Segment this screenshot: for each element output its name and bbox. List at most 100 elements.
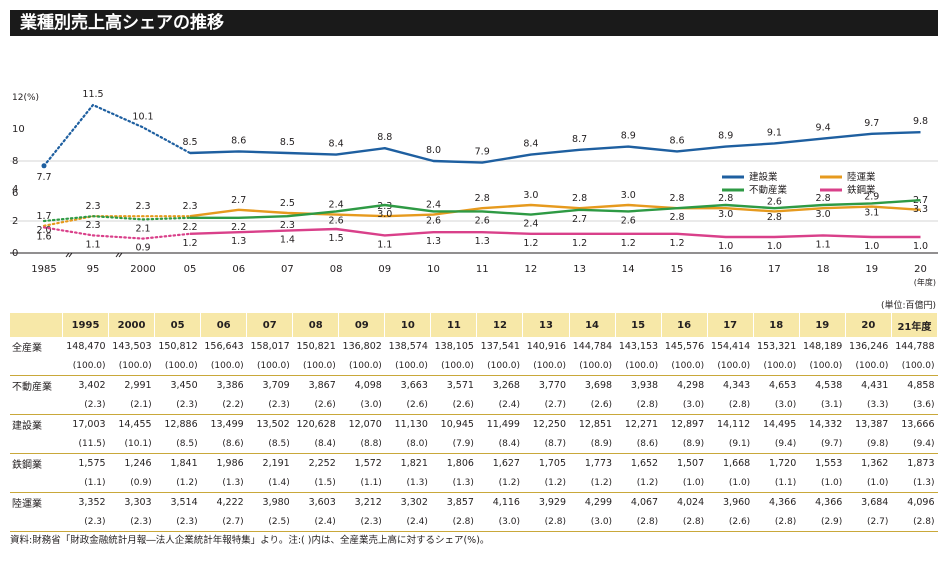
table-cell: 3,603 <box>308 497 336 508</box>
data-label: 8.9 <box>718 131 733 142</box>
table-corner <box>10 313 63 337</box>
table-cell: 4,096 <box>907 497 935 508</box>
table-header-year: 08 <box>292 313 340 337</box>
table-header-year: 06 <box>200 313 248 337</box>
data-label: 2.3 <box>135 201 150 212</box>
table-cell: 3,698 <box>584 380 613 391</box>
table-header-row: 1995 2000 05 06 07 08 09 10 11 12 13 14 15 16 17 18 19 20… <box>10 313 939 337</box>
series-line <box>190 199 921 219</box>
table-cell-share: (3.1) <box>799 395 846 415</box>
data-label: 1.5 <box>329 233 344 244</box>
table-cell: 120,628 <box>296 419 336 430</box>
legend-label: 陸運業 <box>847 171 876 183</box>
table-cell: 12,897 <box>670 419 705 430</box>
table-header-year: 14 <box>569 313 616 337</box>
data-label: 1.2 <box>669 238 684 249</box>
data-label: 2.0 <box>36 225 51 236</box>
row-label-empty <box>10 356 63 376</box>
table-cell: 3,268 <box>492 380 520 391</box>
y-unit-label: 12(%) <box>12 93 39 103</box>
table-cell-share: (1.2) <box>615 473 662 493</box>
table-cell: 14,455 <box>118 419 152 430</box>
data-label: 2.8 <box>572 193 587 204</box>
table-cell: 4,116 <box>492 497 520 508</box>
table-cell: 138,105 <box>434 341 474 352</box>
table-cell: 12,886 <box>164 419 198 430</box>
chart-title: 業種別売上高シェアの推移 <box>10 10 938 36</box>
data-label: 8.6 <box>669 135 684 146</box>
data-label: 2.7 <box>572 214 587 225</box>
table-cell-share: (9.4) <box>753 434 800 454</box>
series-dotted-line <box>42 226 192 240</box>
table-row-share: (1.1) (0.9) (1.2) (1.3) (1.4) (1.5) (1.1) (1.3)… <box>10 473 938 493</box>
data-label: 2.5 <box>280 198 295 209</box>
table-cell-share: (1.0) <box>707 473 754 493</box>
table-cell-share: (9.8) <box>845 434 892 454</box>
data-label: 2.8 <box>816 193 831 204</box>
x-tick-label: 20 <box>914 264 927 275</box>
table-header-year: 16 <box>661 313 708 337</box>
data-label: 3.0 <box>377 209 392 220</box>
table-cell-share: (2.7) <box>845 512 892 532</box>
table-cell: 143,503 <box>112 341 152 352</box>
table-cell: 13,499 <box>210 419 244 430</box>
table-cell: 2,252 <box>308 458 336 469</box>
table-cell: 1,575 <box>78 458 106 469</box>
y-tick-label: 2 <box>12 216 18 227</box>
table-cell-share: (100.0) <box>200 356 247 376</box>
x-tick-label: 1985 <box>31 264 56 275</box>
table-cell-share: (8.0) <box>384 434 431 454</box>
table-cell: 3,450 <box>170 380 198 391</box>
x-tick-label: 05 <box>184 264 197 275</box>
table-cell-share: (9.1) <box>707 434 754 454</box>
table-cell: 4,299 <box>584 497 613 508</box>
y-tick-label: 8 <box>12 156 18 167</box>
line-chart: 0 2 46 8 10 12(%) 1985 95 2000 05 06 07 08 09 10 11 12 13… <box>10 89 938 287</box>
table-cell-share: (2.3) <box>62 512 109 532</box>
table-cell: 3,980 <box>262 497 290 508</box>
data-label: 9.1 <box>767 127 782 138</box>
data-label: 1.3 <box>426 236 441 247</box>
table-cell: 4,024 <box>676 497 705 508</box>
table-row: 不動産業 3,402 2,991 3,450 3,386 3,709 3,867 4,098 3… <box>10 376 938 396</box>
data-label: 10.1 <box>132 111 153 122</box>
x-tick-label: 11 <box>476 264 489 275</box>
table-cell: 1,873 <box>907 458 935 469</box>
table-cell: 12,851 <box>578 419 613 430</box>
row-label: 鉄鋼業 <box>12 460 42 471</box>
row-label-empty <box>10 473 63 493</box>
data-table: 1995 2000 05 06 07 08 09 10 11 12 13 14 15 16 17 18 19 20… <box>10 313 939 532</box>
data-label: 1.2 <box>523 238 538 249</box>
table-cell-share: (8.6) <box>200 434 247 454</box>
x-tick-label: 12 <box>525 264 538 275</box>
series-dotted-line <box>42 215 192 227</box>
table-row: 鉄鋼業 1,575 1,246 1,841 1,986 2,191 2,252 1,572 1,… <box>10 454 938 474</box>
table-cell-share: (1.1) <box>753 473 800 493</box>
data-label: 1.3 <box>231 236 246 247</box>
table-cell-share: (100.0) <box>522 356 570 376</box>
table-cell-share: (2.6) <box>292 395 339 415</box>
table-cell-share: (1.3) <box>891 473 938 493</box>
x-tick-label: 15 <box>671 264 684 275</box>
table-cell-share: (100.0) <box>338 356 385 376</box>
x-tick-label: 07 <box>281 264 294 275</box>
data-label: 9.8 <box>913 116 928 127</box>
table-row-share: (2.3) (2.1) (2.3) (2.2) (2.3) (2.6) (3.0) (2.6)… <box>10 395 938 415</box>
table-cell-share: (2.6) <box>430 395 477 415</box>
table-cell: 1,821 <box>400 458 428 469</box>
table-header-year: 15 <box>615 313 662 337</box>
legend-label: 建設業 <box>749 171 778 183</box>
table-cell: 1,773 <box>584 458 613 469</box>
table-cell: 143,153 <box>618 341 659 352</box>
data-label: 2.3 <box>377 201 392 212</box>
table-cell: 13,666 <box>901 419 935 430</box>
table-cell: 11,499 <box>486 419 520 430</box>
data-label: 1.2 <box>621 238 636 249</box>
data-label: 9.7 <box>864 118 879 129</box>
data-label: 3.0 <box>718 209 733 220</box>
data-label: 8.7 <box>572 134 587 145</box>
table-cell-share: (0.9) <box>108 473 155 493</box>
table-cell-share: (3.0) <box>338 395 385 415</box>
table-cell: 144,788 <box>895 341 935 352</box>
table-cell-share: (1.0) <box>799 473 846 493</box>
